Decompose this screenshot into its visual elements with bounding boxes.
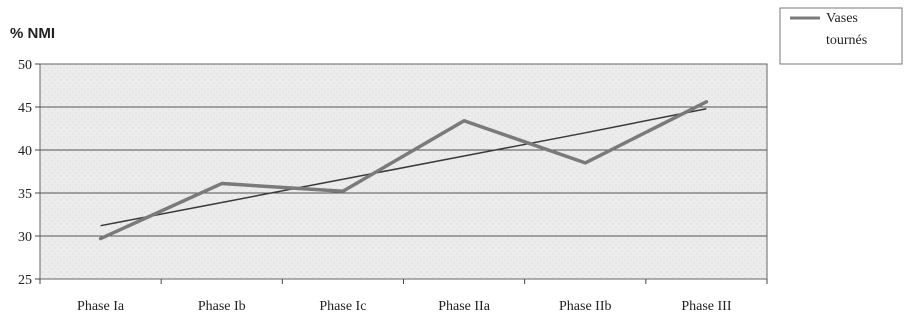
plot-area — [39, 63, 768, 280]
x-tick-label-0: Phase Ia — [77, 299, 125, 314]
data-point-0-2 — [341, 189, 345, 193]
y-tick-label-25: 25 — [18, 273, 32, 288]
y-axis-title: % NMI — [10, 25, 55, 42]
trendline-segment-0 — [100, 201, 222, 227]
legend: Vases tournés — [779, 7, 903, 65]
x-tick-label-4: Phase IIb — [559, 299, 612, 314]
x-tick-label-3: Phase IIa — [438, 299, 490, 314]
data-point-0-5 — [704, 100, 708, 104]
trendline-segment-2 — [342, 155, 465, 180]
legend-label-line1: Vases — [826, 11, 858, 26]
y-tick-label-45: 45 — [18, 101, 32, 116]
trendline-segment-1 — [221, 178, 344, 204]
x-tick-label-5: Phase III — [681, 299, 731, 314]
data-point-0-0 — [99, 237, 103, 241]
y-tick-label-50: 50 — [18, 58, 32, 73]
y-tick-label-30: 30 — [18, 230, 32, 245]
x-tick-label-2: Phase Ic — [319, 299, 366, 314]
x-axis-ticks: Phase Ia Phase Ib Phase Ic Phase IIa Phase I… — [39, 279, 768, 314]
y-tick-label-35: 35 — [18, 187, 32, 202]
series-line-0 — [98, 100, 709, 241]
data-point-0-3 — [462, 119, 466, 123]
data-point-0-1 — [220, 182, 224, 186]
gridlines — [40, 106, 767, 237]
x-tick-label-1: Phase Ib — [198, 299, 246, 314]
data-point-0-4 — [583, 161, 587, 165]
y-tick-label-40: 40 — [18, 144, 32, 159]
legend-label-line2: tournés — [826, 33, 867, 48]
y-axis-ticks: 25 30 35 40 45 50 — [18, 58, 40, 288]
trendline-segment-3 — [463, 132, 586, 157]
series-group — [98, 100, 709, 241]
